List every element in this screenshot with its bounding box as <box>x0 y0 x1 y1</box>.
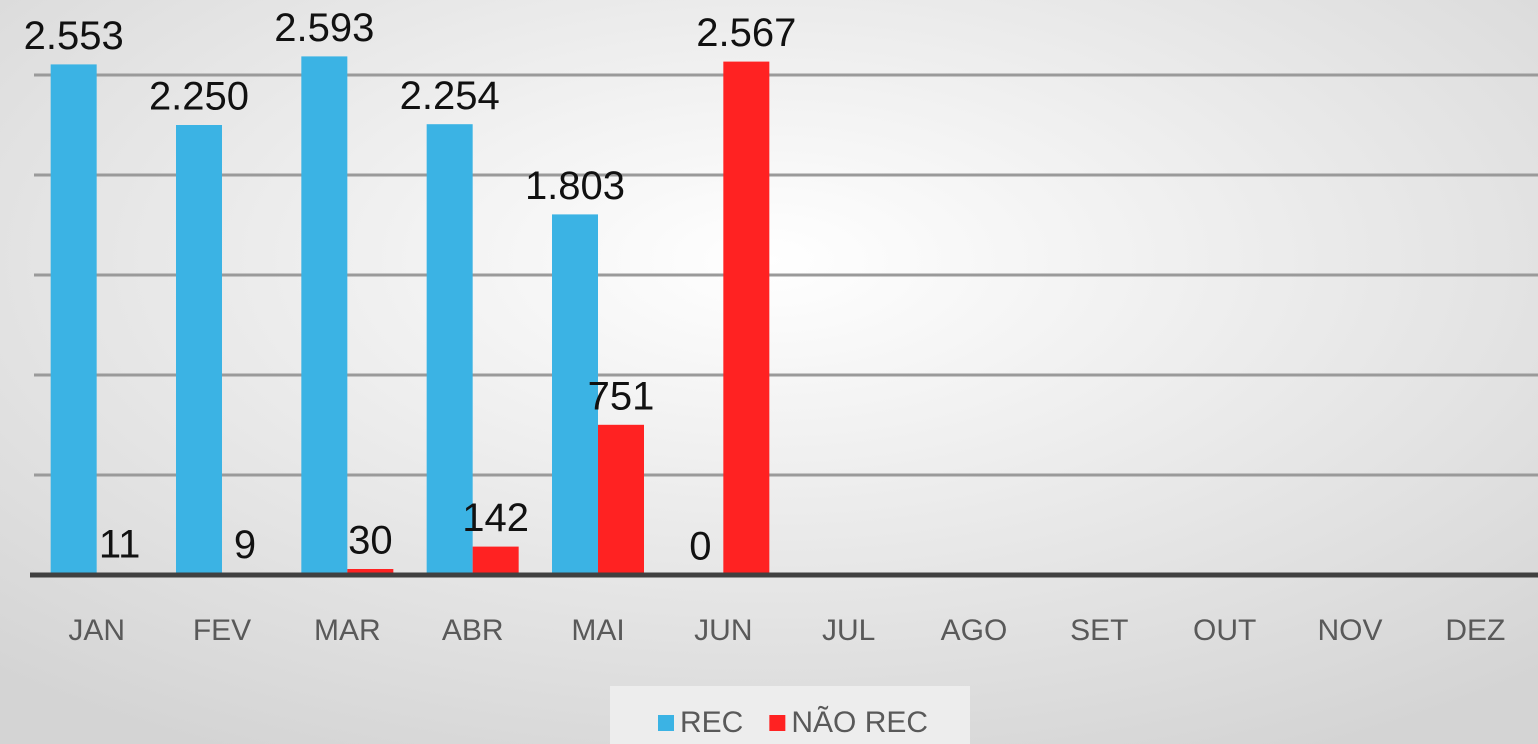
x-tick-label: MAI <box>571 614 624 647</box>
bar <box>347 569 394 575</box>
bar <box>50 64 97 576</box>
data-label: 2.254 <box>400 74 500 118</box>
x-tick-label: JUL <box>822 614 875 647</box>
data-label: 2.593 <box>274 6 374 50</box>
data-label: 142 <box>462 496 529 540</box>
data-label: 1.803 <box>525 164 625 208</box>
data-label: 30 <box>348 519 393 563</box>
x-tick-label: OUT <box>1193 614 1256 647</box>
legend-label: REC <box>680 706 743 739</box>
bar <box>472 546 519 575</box>
data-label: 0 <box>689 525 711 569</box>
bar <box>301 56 348 575</box>
legend-swatch <box>658 715 674 731</box>
x-tick-label: DEZ <box>1445 614 1505 647</box>
data-label: 2.553 <box>24 14 124 58</box>
x-tick-label: NOV <box>1317 614 1382 647</box>
bar <box>723 61 770 576</box>
data-label: 751 <box>588 374 655 418</box>
bar <box>552 214 598 575</box>
bar <box>598 424 644 575</box>
x-tick-label: FEV <box>193 614 251 647</box>
data-label: 2.250 <box>149 75 249 119</box>
x-tick-label: JUN <box>694 614 752 647</box>
legend-swatch <box>769 715 786 731</box>
bar <box>176 125 222 575</box>
x-tick-label: SET <box>1070 614 1128 647</box>
x-tick-label: JAN <box>68 614 125 647</box>
data-label: 11 <box>99 522 141 566</box>
data-label: 2.567 <box>696 11 796 55</box>
bar <box>426 124 473 575</box>
x-tick-label: MAR <box>314 614 381 647</box>
x-tick-label: AGO <box>941 614 1008 647</box>
data-label: 9 <box>234 523 256 567</box>
x-tick-label: ABR <box>442 614 504 647</box>
legend-label: NÃO REC <box>791 705 928 739</box>
